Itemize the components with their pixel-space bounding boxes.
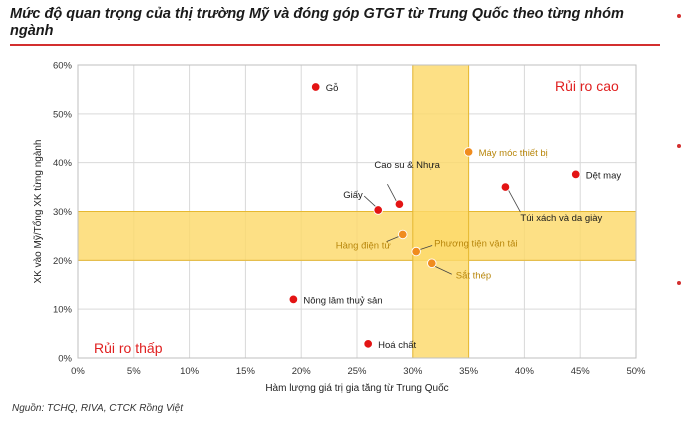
point-labels: Gỗ Máy móc thiết bị Dệt may Túi xách và da … bbox=[303, 83, 621, 351]
side-bullet bbox=[677, 281, 681, 285]
y-axis-title: XK vào Mỹ/Tổng XK từng ngành bbox=[32, 140, 44, 284]
data-point bbox=[463, 147, 474, 157]
side-bullet bbox=[677, 144, 681, 148]
x-tick-label: 45% bbox=[571, 366, 591, 377]
data-point bbox=[394, 199, 405, 209]
data-point bbox=[363, 339, 373, 349]
horizontal-band bbox=[77, 211, 637, 261]
axes bbox=[77, 64, 637, 359]
data-point bbox=[570, 169, 581, 180]
point-label: Sắt thép bbox=[456, 270, 491, 281]
data-point bbox=[411, 246, 421, 257]
point-label: Dệt may bbox=[586, 170, 622, 181]
y-tick-label: 60% bbox=[53, 61, 73, 72]
x-tick-label: 30% bbox=[403, 366, 423, 377]
vertical-band bbox=[412, 64, 470, 359]
point-label: Cao su & Nhựa bbox=[374, 160, 440, 171]
x-tick-label: 0% bbox=[71, 366, 85, 377]
data-point bbox=[310, 82, 321, 92]
x-tick-label: 50% bbox=[626, 366, 646, 377]
leader-line bbox=[387, 183, 397, 202]
data-point bbox=[373, 205, 383, 215]
point-label: Phương tiện vận tải bbox=[434, 239, 517, 250]
side-bullet bbox=[677, 14, 681, 18]
x-tick-label: 10% bbox=[180, 366, 200, 377]
point-label: Gỗ bbox=[326, 83, 339, 94]
title-divider bbox=[10, 44, 660, 46]
x-tick-label: 15% bbox=[236, 366, 256, 377]
leader-line bbox=[363, 195, 377, 208]
data-point bbox=[500, 182, 511, 192]
x-tick-label: 40% bbox=[515, 366, 535, 377]
y-tick-label: 10% bbox=[53, 305, 73, 316]
point-label: Túi xách và da giày bbox=[520, 213, 602, 224]
y-tick-label: 0% bbox=[58, 354, 72, 365]
data-point bbox=[427, 258, 437, 269]
plot-frame bbox=[77, 64, 637, 359]
x-tick-label: 35% bbox=[459, 366, 479, 377]
x-axis-title: Hàm lượng giá trị gia tăng từ Trung Quốc bbox=[265, 382, 448, 394]
y-tick-label: 20% bbox=[53, 256, 73, 267]
x-tick-label: 5% bbox=[127, 366, 141, 377]
zone-label-low-risk: Rủi ro thấp bbox=[94, 340, 163, 356]
point-label: Nông lâm thuỷ sản bbox=[303, 295, 382, 306]
point-label: Hàng điện tử bbox=[336, 240, 392, 251]
x-tick-label: 25% bbox=[347, 366, 367, 377]
y-tick-label: 50% bbox=[53, 109, 73, 120]
source-note: Nguồn: TCHQ, RIVA, CTCK Rồng Việt bbox=[12, 403, 183, 414]
leader-line bbox=[508, 189, 521, 213]
point-label: Giấy bbox=[343, 190, 363, 201]
data-points bbox=[288, 82, 581, 349]
highlight-bands bbox=[77, 64, 637, 359]
y-tick-label: 40% bbox=[53, 158, 73, 169]
point-label: Hoá chất bbox=[378, 340, 416, 351]
data-point bbox=[398, 229, 408, 240]
leader-lines bbox=[363, 183, 521, 275]
leader-line bbox=[434, 265, 452, 275]
data-point bbox=[288, 294, 299, 305]
leader-line bbox=[386, 236, 399, 242]
leader-line bbox=[420, 245, 433, 250]
point-label: Máy móc thiết bị bbox=[479, 148, 548, 159]
y-tick-label: 30% bbox=[53, 207, 73, 218]
chart-title: Mức độ quan trọng của thị trường Mỹ và đ… bbox=[10, 6, 624, 39]
zone-label-high-risk: Rủi ro cao bbox=[555, 78, 619, 94]
tick-labels: 0% 5% 10% 15% 20% 25% 30% 35% 40% 45% 50% 0% 10% 20% 3… bbox=[53, 61, 646, 378]
x-tick-label: 20% bbox=[292, 366, 312, 377]
